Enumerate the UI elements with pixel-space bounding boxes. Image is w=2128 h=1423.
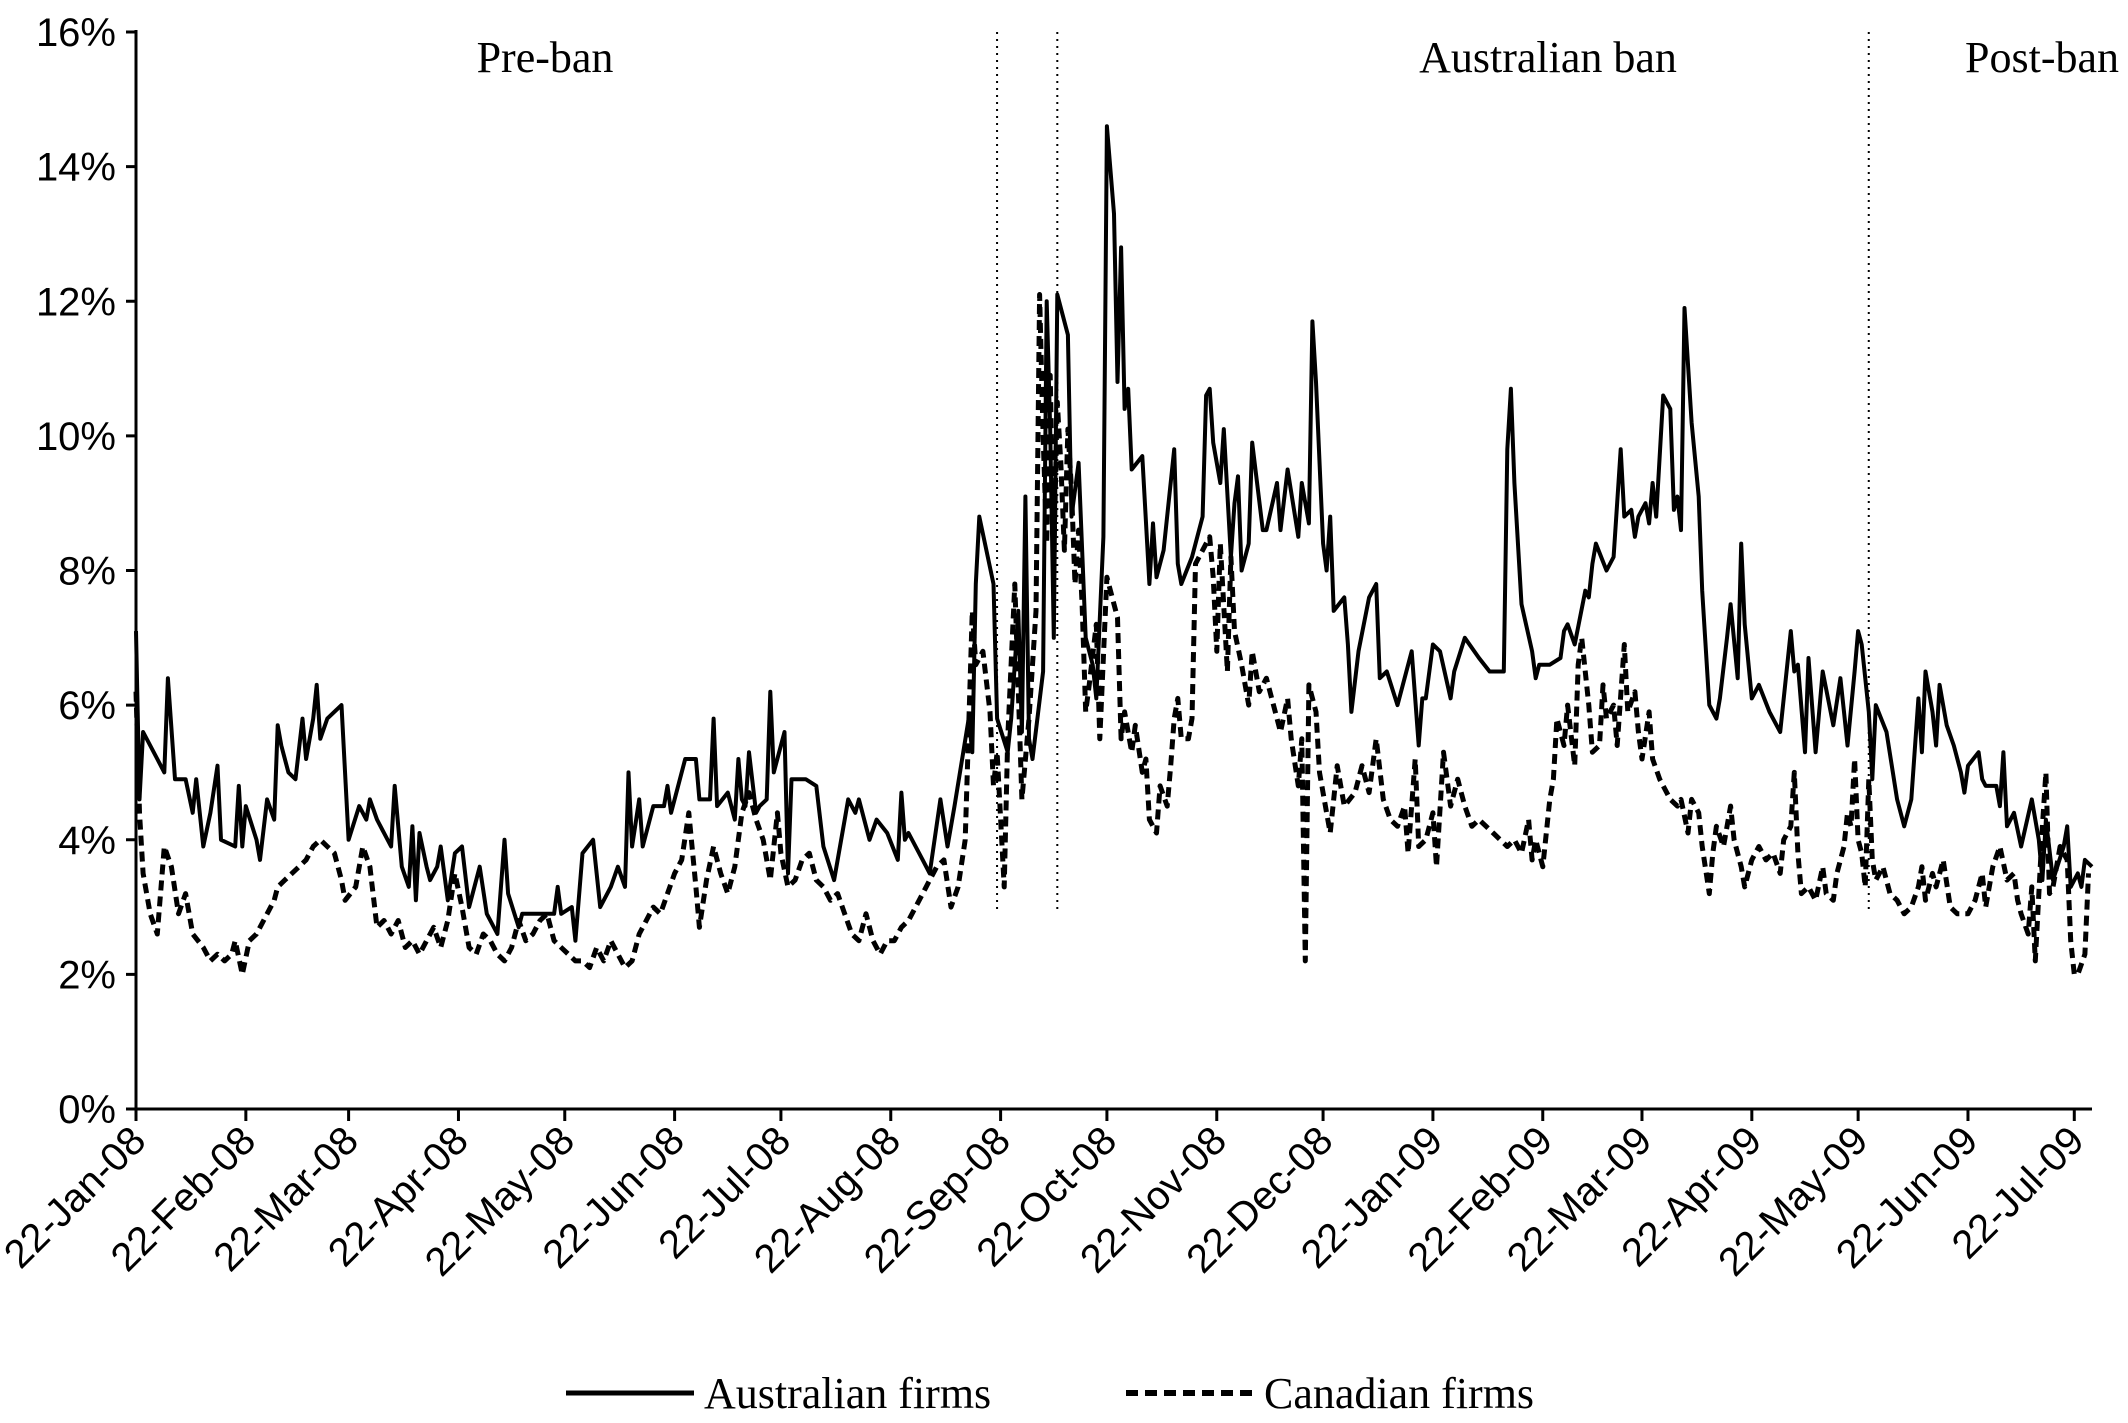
period-label-post-ban: Post-ban bbox=[1965, 33, 2119, 82]
period-label-australian-ban: Australian ban bbox=[1419, 33, 1677, 82]
series-line-australian-firms bbox=[134, 124, 2094, 943]
y-tick-label: 2% bbox=[58, 953, 116, 997]
legend-label-canadian-firms: Canadian firms bbox=[1264, 1369, 1534, 1418]
period-dividers bbox=[996, 32, 1870, 914]
y-tick-label: 12% bbox=[36, 280, 116, 324]
legend: Australian firms Canadian firms bbox=[566, 1369, 1534, 1418]
series-line-canadian-firms bbox=[133, 292, 2091, 977]
legend-item-canadian-firms: Canadian firms bbox=[1126, 1369, 1534, 1418]
legend-item-australian-firms: Australian firms bbox=[566, 1369, 991, 1418]
period-label-pre-ban: Pre-ban bbox=[477, 33, 614, 82]
y-tick-label: 8% bbox=[58, 550, 116, 594]
legend-label-australian-firms: Australian firms bbox=[704, 1369, 991, 1418]
y-tick-label: 0% bbox=[58, 1088, 116, 1132]
y-axis-ticks: 0% 2% 4% 6% 8% 10% 12% 14% 16% bbox=[36, 11, 136, 1132]
y-tick-label: 10% bbox=[36, 415, 116, 459]
y-tick-label: 4% bbox=[58, 819, 116, 863]
y-tick-label: 16% bbox=[36, 11, 116, 55]
y-tick-label: 6% bbox=[58, 684, 116, 728]
x-axis-ticks: 22-Jan-0822-Feb-0822-Mar-0822-Apr-0822-M… bbox=[0, 1109, 2093, 1285]
series-layer bbox=[133, 124, 2094, 977]
y-tick-label: 14% bbox=[36, 146, 116, 190]
